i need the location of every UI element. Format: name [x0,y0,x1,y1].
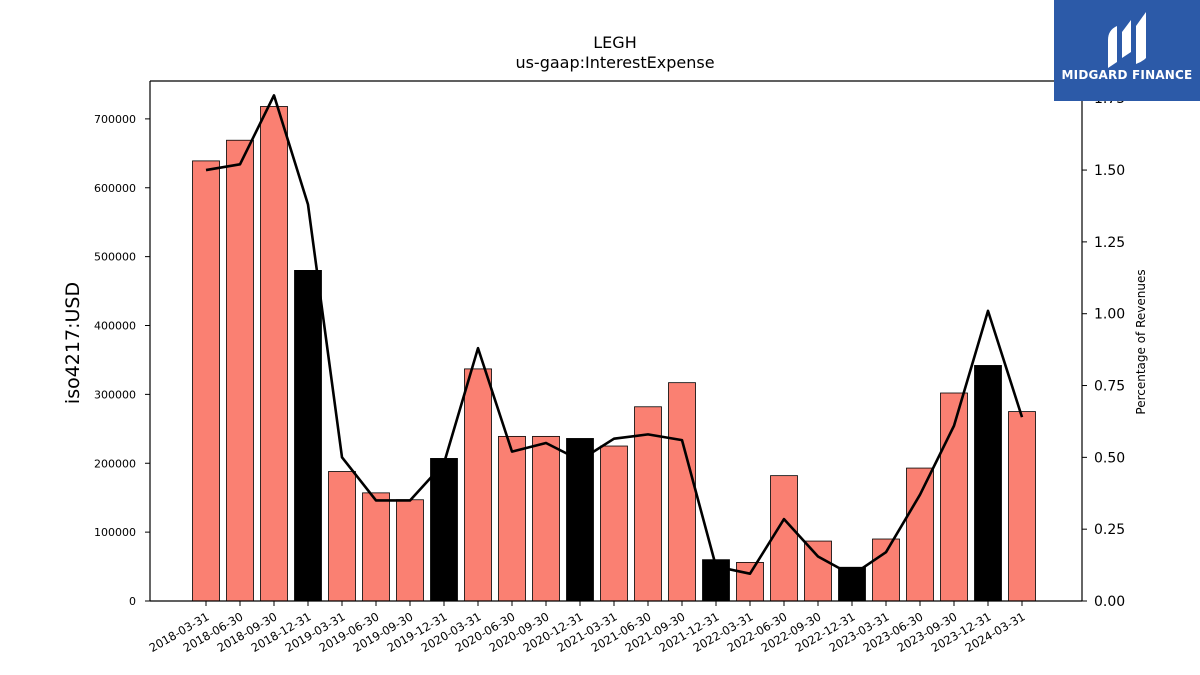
y-tick-label: 0 [129,595,136,608]
bar-2018-03-31 [192,160,220,602]
logo-text: MIDGARD FINANCE [1061,68,1193,82]
bar-2018-09-30 [260,106,288,602]
y-axis-label: iso4217:USD [62,282,84,404]
bar-2023-06-30 [906,467,934,602]
bar-2018-12-31 [294,270,322,602]
percentage-line [205,94,1024,577]
bar-2020-03-31 [464,368,492,602]
y2-axis-label: Percentage of Revenues [1134,269,1148,414]
bar-2019-09-30 [396,499,424,602]
y2-tick-label: 1.50 [1094,163,1125,179]
midgard-finance-logo: MIDGARD FINANCE [1054,0,1200,101]
bar-2023-12-31 [974,365,1002,602]
chart-title: LEGH [593,33,636,52]
y-tick-label: 300000 [94,388,136,401]
bar-2021-09-30 [668,382,696,602]
y2-tick-label: 0.25 [1094,522,1125,538]
bar-2021-03-31 [600,445,628,602]
bar-2020-06-30 [498,435,526,602]
y-tick-label: 600000 [94,182,136,195]
y2-tick-label: 0.00 [1094,594,1125,610]
bar-2022-03-31 [736,562,764,602]
bar-2018-06-30 [226,139,254,602]
bar-2020-09-30 [532,435,560,602]
bar-2022-12-31 [838,566,866,602]
bar-2019-06-30 [362,492,390,602]
bar-2019-12-31 [430,458,458,602]
y2-tick-label: 1.00 [1094,307,1125,323]
y-tick-label: 500000 [94,251,136,264]
y2-tick-label: 0.75 [1094,379,1125,395]
bar-2024-03-31 [1008,411,1036,602]
midgard-logo-icon [1108,12,1146,68]
y-tick-label: 200000 [94,457,136,470]
bar-2019-03-31 [328,471,356,602]
bar-2022-09-30 [804,540,832,602]
y-tick-label: 700000 [94,113,136,126]
chart-subtitle: us-gaap:InterestExpense [515,53,714,72]
bar-2023-03-31 [872,538,900,602]
y-tick-label: 400000 [94,320,136,333]
bar-2020-12-31 [566,438,594,602]
y-tick-label: 100000 [94,526,136,539]
bar-2021-06-30 [634,406,662,602]
bar-2022-06-30 [770,475,798,602]
y2-tick-label: 0.50 [1094,450,1125,466]
y2-tick-label: 1.25 [1094,235,1125,251]
